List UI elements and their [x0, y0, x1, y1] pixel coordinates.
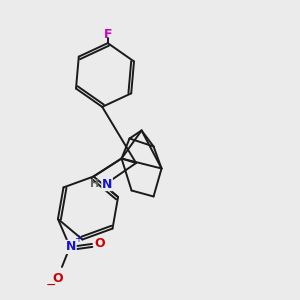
Text: +: +	[74, 234, 82, 244]
Text: −: −	[46, 278, 56, 291]
Text: N: N	[66, 240, 76, 254]
Text: N: N	[102, 178, 112, 190]
Text: H: H	[90, 179, 100, 189]
Text: O: O	[52, 272, 63, 285]
Text: F: F	[103, 28, 112, 40]
Text: O: O	[94, 237, 105, 250]
